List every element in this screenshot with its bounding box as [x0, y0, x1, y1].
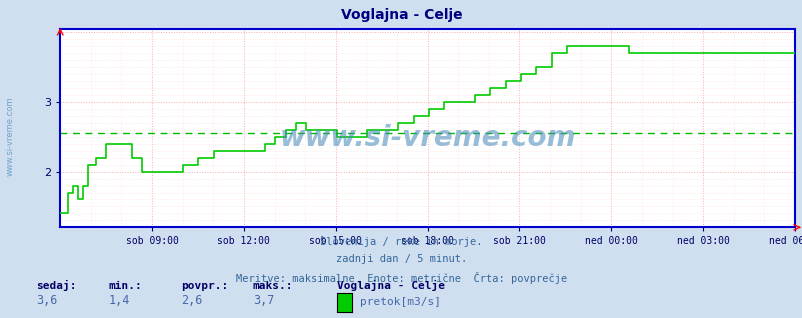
- Text: 3,6: 3,6: [36, 294, 58, 307]
- Text: maks.:: maks.:: [253, 281, 293, 291]
- Text: povpr.:: povpr.:: [180, 281, 228, 291]
- Text: pretok[m3/s]: pretok[m3/s]: [359, 297, 440, 307]
- Text: www.si-vreme.com: www.si-vreme.com: [6, 97, 15, 176]
- Text: www.si-vreme.com: www.si-vreme.com: [279, 124, 575, 152]
- Text: 3,7: 3,7: [253, 294, 274, 307]
- Text: sedaj:: sedaj:: [36, 280, 76, 291]
- Text: 2,6: 2,6: [180, 294, 202, 307]
- Text: Voglajna - Celje: Voglajna - Celje: [337, 280, 444, 291]
- Text: Slovenija / reke in morje.: Slovenija / reke in morje.: [320, 237, 482, 247]
- Text: Meritve: maksimalne  Enote: metrične  Črta: povprečje: Meritve: maksimalne Enote: metrične Črta…: [236, 272, 566, 284]
- Text: zadnji dan / 5 minut.: zadnji dan / 5 minut.: [335, 254, 467, 264]
- Text: 1,4: 1,4: [108, 294, 130, 307]
- Text: Voglajna - Celje: Voglajna - Celje: [340, 8, 462, 22]
- Text: min.:: min.:: [108, 281, 142, 291]
